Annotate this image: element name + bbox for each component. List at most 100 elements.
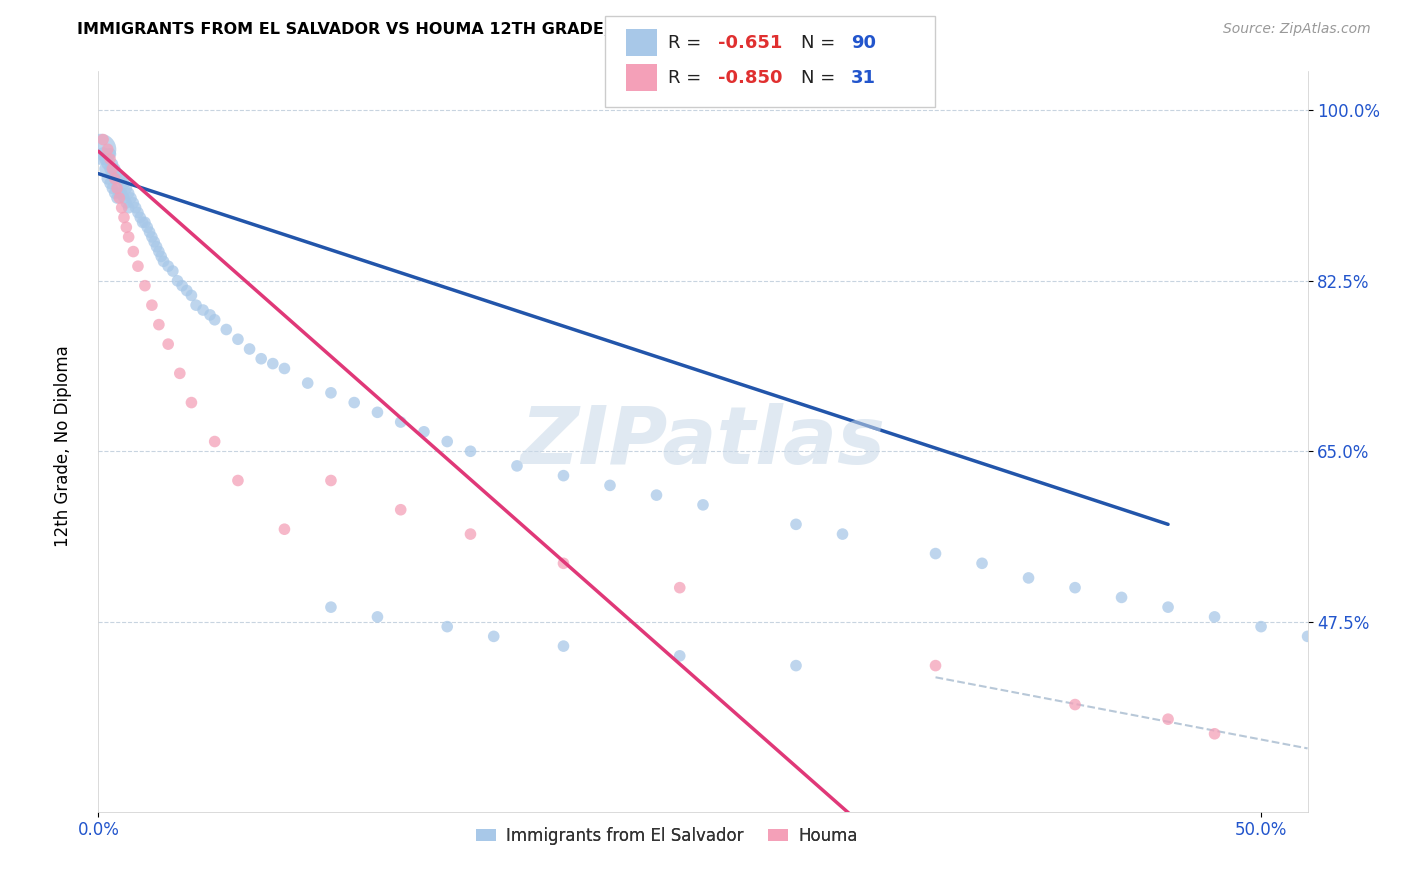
- Point: [482, 629, 505, 643]
- Point: [141, 230, 163, 244]
- Point: [101, 181, 124, 195]
- Point: [101, 157, 124, 171]
- Point: [184, 298, 207, 312]
- Point: [105, 177, 128, 191]
- Point: [101, 167, 124, 181]
- Point: [436, 620, 458, 634]
- Text: -0.651: -0.651: [718, 34, 783, 52]
- Point: [226, 474, 249, 488]
- Legend: Immigrants from El Salvador, Houma: Immigrants from El Salvador, Houma: [470, 820, 865, 852]
- Point: [204, 434, 226, 449]
- Point: [198, 308, 221, 322]
- Point: [1250, 620, 1272, 634]
- Point: [104, 171, 127, 186]
- Point: [108, 171, 131, 186]
- Text: IMMIGRANTS FROM EL SALVADOR VS HOUMA 12TH GRADE, NO DIPLOMA CORRELATION CHART: IMMIGRANTS FROM EL SALVADOR VS HOUMA 12T…: [77, 22, 929, 37]
- Point: [389, 415, 412, 429]
- Point: [162, 264, 184, 278]
- Text: N =: N =: [801, 69, 841, 87]
- Point: [1064, 581, 1087, 595]
- Point: [91, 132, 114, 146]
- Point: [645, 488, 668, 502]
- Point: [460, 527, 482, 541]
- Point: [112, 191, 135, 205]
- Point: [924, 547, 946, 561]
- Point: [413, 425, 436, 439]
- Point: [460, 444, 482, 458]
- Point: [785, 517, 807, 532]
- Point: [1157, 600, 1180, 615]
- Point: [124, 201, 146, 215]
- Point: [127, 205, 149, 219]
- Point: [1296, 629, 1319, 643]
- Point: [668, 648, 690, 663]
- Point: [319, 474, 342, 488]
- Point: [105, 191, 128, 205]
- Text: Source: ZipAtlas.com: Source: ZipAtlas.com: [1223, 22, 1371, 37]
- Point: [239, 342, 262, 356]
- Point: [145, 240, 167, 254]
- Point: [115, 220, 138, 235]
- Point: [91, 147, 114, 161]
- Point: [172, 278, 194, 293]
- Point: [112, 177, 135, 191]
- Text: ZIPatlas: ZIPatlas: [520, 402, 886, 481]
- Text: 90: 90: [851, 34, 876, 52]
- Point: [226, 332, 249, 346]
- Point: [122, 195, 145, 210]
- Point: [97, 157, 120, 171]
- Point: [127, 259, 149, 273]
- Text: 31: 31: [851, 69, 876, 87]
- Point: [176, 284, 198, 298]
- Text: N =: N =: [801, 34, 841, 52]
- Point: [970, 557, 993, 571]
- Point: [297, 376, 319, 390]
- Point: [111, 186, 134, 201]
- Point: [134, 278, 156, 293]
- Point: [343, 395, 366, 409]
- Point: [169, 367, 191, 381]
- Point: [131, 215, 153, 229]
- Point: [118, 186, 141, 201]
- Point: [104, 161, 127, 176]
- Point: [785, 658, 807, 673]
- Point: [98, 147, 121, 161]
- Point: [273, 361, 295, 376]
- Point: [118, 230, 141, 244]
- Point: [1157, 712, 1180, 726]
- Point: [166, 274, 188, 288]
- Point: [1204, 610, 1226, 624]
- Point: [120, 191, 142, 205]
- Point: [136, 220, 159, 235]
- Point: [122, 244, 145, 259]
- Point: [111, 201, 134, 215]
- Point: [692, 498, 714, 512]
- Point: [924, 658, 946, 673]
- Point: [319, 600, 342, 615]
- Point: [1204, 727, 1226, 741]
- Point: [215, 322, 238, 336]
- Point: [98, 161, 121, 176]
- Point: [104, 171, 127, 186]
- Point: [366, 610, 388, 624]
- Point: [90, 142, 112, 156]
- Point: [831, 527, 853, 541]
- Point: [108, 186, 131, 201]
- Point: [506, 458, 529, 473]
- Point: [553, 639, 575, 653]
- Point: [553, 557, 575, 571]
- Point: [436, 434, 458, 449]
- Point: [104, 186, 127, 201]
- Point: [98, 152, 121, 166]
- Point: [319, 385, 342, 400]
- Text: R =: R =: [668, 69, 707, 87]
- Point: [366, 405, 388, 419]
- Point: [108, 191, 131, 205]
- Text: -0.850: -0.850: [718, 69, 783, 87]
- Point: [97, 171, 120, 186]
- Point: [180, 395, 202, 409]
- Point: [138, 225, 160, 239]
- Text: 12th Grade, No Diploma: 12th Grade, No Diploma: [55, 345, 72, 547]
- Point: [152, 254, 174, 268]
- Point: [97, 142, 120, 156]
